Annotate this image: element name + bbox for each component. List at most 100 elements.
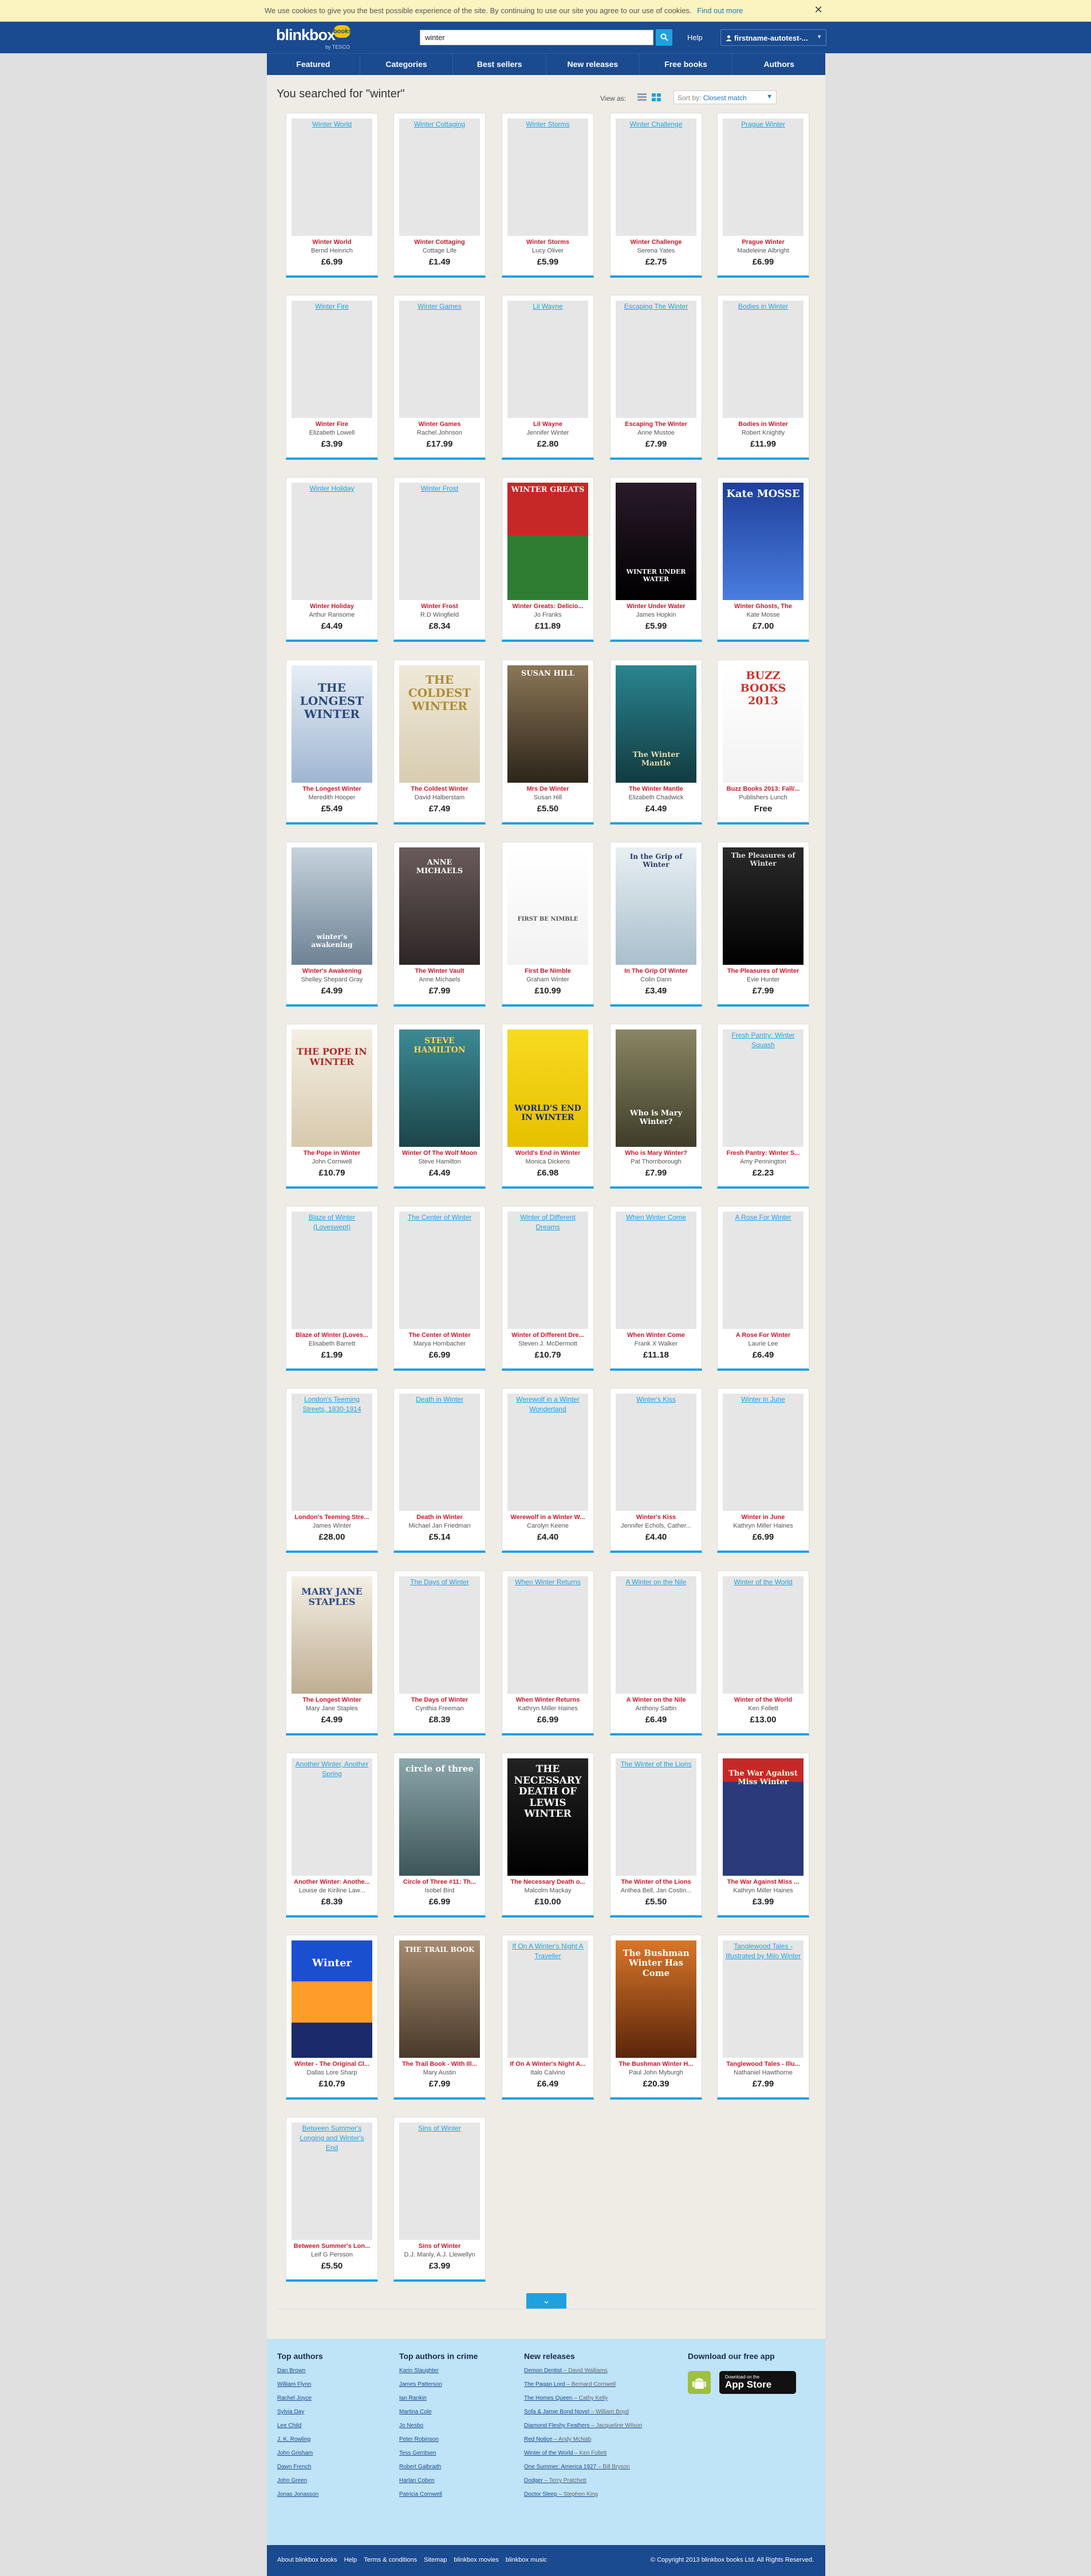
cookie-find-out-more-link[interactable]: Find out more [697, 6, 743, 15]
book-cover[interactable]: Tanglewood Tales - Illustrated by Milo W… [723, 1940, 804, 2058]
cookie-close-icon[interactable]: ✕ [814, 4, 823, 15]
book-title[interactable]: Winter of Different Dre... [511, 1332, 584, 1339]
footer-link-text[interactable]: Ian Rankin [399, 2395, 427, 2401]
book-cover[interactable]: The Center of Winter [399, 1212, 480, 1329]
footer-link[interactable]: The Pagan Lord – Bernard Cornwell [524, 2381, 642, 2395]
book-cover-placeholder-link[interactable]: The Days of Winter [410, 1578, 469, 1586]
footer-link[interactable]: Red Notice – Andy McNab [524, 2436, 642, 2450]
footer-link-text[interactable]: The Pagan Lord [524, 2381, 565, 2388]
book-card[interactable]: winter's awakening Winter's Awakening Shel… [286, 842, 378, 1007]
footer-link[interactable]: John Grisham [277, 2450, 323, 2464]
book-card[interactable]: The Winter of the Lions The Winter of the… [610, 1753, 702, 1918]
book-title[interactable]: The Pope in Winter [303, 1150, 361, 1157]
footer-link-text[interactable]: Dawn French [277, 2464, 312, 2470]
nav-tab-categories[interactable]: Categories [360, 54, 454, 75]
book-cover-placeholder-link[interactable]: Winter Storms [526, 120, 570, 128]
footer-link[interactable]: Dodger – Terry Pratchett [524, 2478, 642, 2491]
book-card[interactable]: THE POPE IN WINTER The Pope in Winter John… [286, 1024, 378, 1189]
book-card[interactable]: Who is Mary Winter? Who is Mary Winter? Pa… [610, 1024, 702, 1189]
book-cover[interactable]: Between Summer's Longing and Winter's En… [292, 2123, 372, 2240]
book-cover-placeholder-link[interactable]: Winter Challenge [629, 120, 683, 128]
book-title[interactable]: Tanglewood Tales - Illu... [726, 2061, 800, 2068]
book-cover[interactable]: Escaping The Winter [616, 301, 696, 418]
book-cover-placeholder-link[interactable]: Winter World [312, 120, 352, 128]
book-title[interactable]: Winter Challenge [630, 239, 682, 246]
book-cover[interactable]: MARY JANE STAPLES [292, 1576, 372, 1694]
book-title[interactable]: The Center of Winter [408, 1332, 471, 1339]
book-cover[interactable]: The Bushman Winter Has Come [616, 1940, 696, 2058]
book-cover[interactable]: THE TRAIL BOOK [399, 1940, 480, 2058]
book-cover[interactable]: The Winter of the Lions [616, 1758, 696, 1876]
book-title[interactable]: Prague Winter [742, 239, 785, 246]
book-cover[interactable]: The Days of Winter [399, 1576, 480, 1694]
footer-bottom-link[interactable]: Help [344, 2557, 357, 2563]
book-card[interactable]: SUSAN HILL Mrs De Winter Susan Hill £5.50 [502, 660, 594, 825]
book-title[interactable]: London's Teeming Stre... [294, 1514, 369, 1521]
footer-link-text[interactable]: Jo Nesbo [399, 2423, 424, 2429]
footer-bottom-link[interactable]: About blinkbox books [277, 2557, 337, 2563]
book-cover[interactable]: Kate MOSSE [723, 483, 804, 600]
footer-link-text[interactable]: The Homes Queen [524, 2395, 573, 2401]
book-cover[interactable]: Who is Mary Winter? [616, 1029, 696, 1147]
book-cover-placeholder-link[interactable]: Another Winter, Another Spring [295, 1760, 369, 1778]
footer-link-text[interactable]: Patricia Cornwell [399, 2491, 443, 2498]
book-card[interactable]: WINTER GREATS Winter Greats: Delicio... Jo… [502, 477, 594, 642]
book-card[interactable]: Another Winter, Another Spring Another Wi… [286, 1753, 378, 1918]
android-store-button[interactable] [688, 2371, 711, 2394]
footer-link-text[interactable]: Harlan Coben [399, 2478, 435, 2484]
book-title[interactable]: The Trail Book - With Ill... [402, 2061, 477, 2068]
footer-link[interactable]: Sofa & Jamie Bond Novel – William Boyd [524, 2409, 642, 2423]
book-title[interactable]: The Winter Vault [415, 968, 464, 975]
app-store-button[interactable]: Download on the App Store [719, 2371, 796, 2394]
book-card[interactable]: The Pleasures of Winter The Pleasures of … [717, 842, 809, 1007]
book-title[interactable]: Blaze of Winter (Loves... [295, 1332, 369, 1339]
book-card[interactable]: Fresh Pantry: Winter Squash Fresh Pantry:… [717, 1024, 809, 1189]
book-cover[interactable]: The War Against Miss Winter [723, 1758, 804, 1876]
book-title[interactable]: Circle of Three #11: Th... [403, 1879, 476, 1885]
book-cover-placeholder-link[interactable]: London's Teeming Streets, 1830-1914 [302, 1395, 361, 1413]
book-cover-placeholder-link[interactable]: Prague Winter [741, 120, 785, 128]
book-card[interactable]: BUZZ BOOKS 2013 Buzz Books 2013: Fall/...… [717, 660, 809, 825]
book-title[interactable]: Buzz Books 2013: Fall/... [726, 786, 800, 792]
book-card[interactable]: Prague Winter Prague Winter Madeleine Albr… [717, 113, 809, 278]
book-card[interactable]: A Rose For Winter A Rose For Winter Laurie… [717, 1206, 809, 1371]
footer-bottom-link[interactable]: Terms & conditions [364, 2557, 418, 2563]
book-card[interactable]: A Winter on the Nile A Winter on the Nile… [610, 1571, 702, 1735]
book-cover-placeholder-link[interactable]: Winter Frost [420, 484, 459, 492]
book-title[interactable]: Escaping The Winter [625, 421, 687, 428]
book-cover[interactable]: Winter [292, 1940, 372, 2058]
book-cover-placeholder-link[interactable]: When Winter Returns [515, 1578, 581, 1586]
book-title[interactable]: Winter Ghosts, The [734, 603, 792, 610]
book-card[interactable]: Werewolf in a Winter Wonderland Werewolf … [502, 1388, 594, 1553]
book-title[interactable]: Who is Mary Winter? [625, 1150, 687, 1157]
book-card[interactable]: Winter in June Winter in June Kathryn Mill… [717, 1388, 809, 1553]
book-cover[interactable]: When Winter Come [616, 1212, 696, 1329]
nav-tab-new-releases[interactable]: New releases [546, 54, 640, 75]
book-title[interactable]: Winter Cottaging [414, 239, 465, 246]
book-title[interactable]: World's End in Winter [515, 1150, 581, 1157]
book-title[interactable]: Winter's Kiss [636, 1514, 676, 1521]
footer-link-text[interactable]: One Summer: America 1927 [524, 2464, 597, 2470]
book-card[interactable]: WINTER UNDER WATER Winter Under Water Jame… [610, 477, 702, 642]
footer-link-text[interactable]: Karin Slaughter [399, 2368, 439, 2374]
book-cover[interactable]: Winter in June [723, 1394, 804, 1511]
book-cover[interactable]: Winter Challenge [616, 119, 696, 236]
book-cover[interactable]: Winter of Different Dreams [507, 1212, 588, 1329]
book-cover[interactable]: Winter of the World [723, 1576, 804, 1694]
nav-tab-featured[interactable]: Featured [267, 54, 360, 75]
book-title[interactable]: Winter Fire [315, 421, 349, 428]
footer-link[interactable]: J. K. Rowling [277, 2436, 323, 2450]
book-card[interactable]: Winter Storms Winter Storms Lucy Oliver £5.… [502, 113, 594, 278]
book-cover[interactable]: Sins of Winter [399, 2123, 480, 2240]
book-cover-placeholder-link[interactable]: Winter Holiday [309, 484, 355, 492]
book-cover-placeholder-link[interactable]: Bodies in Winter [738, 302, 789, 310]
book-cover-placeholder-link[interactable]: Winter of the World [734, 1578, 793, 1586]
book-cover-placeholder-link[interactable]: Blaze of Winter (Loveswept) [308, 1213, 356, 1231]
sort-select[interactable]: Sort by: Closest match ▼ [673, 90, 777, 104]
footer-link-text[interactable]: Peter Robinson [399, 2436, 439, 2443]
book-cover-placeholder-link[interactable]: Death in Winter [416, 1395, 463, 1403]
book-card[interactable]: Winter of Different Dreams Winter of Diff… [502, 1206, 594, 1371]
book-title[interactable]: Mrs De Winter [526, 786, 569, 792]
book-card[interactable]: Winter's Kiss Winter's Kiss Jennifer Echol… [610, 1388, 702, 1553]
footer-link[interactable]: James Patterson [399, 2381, 478, 2395]
